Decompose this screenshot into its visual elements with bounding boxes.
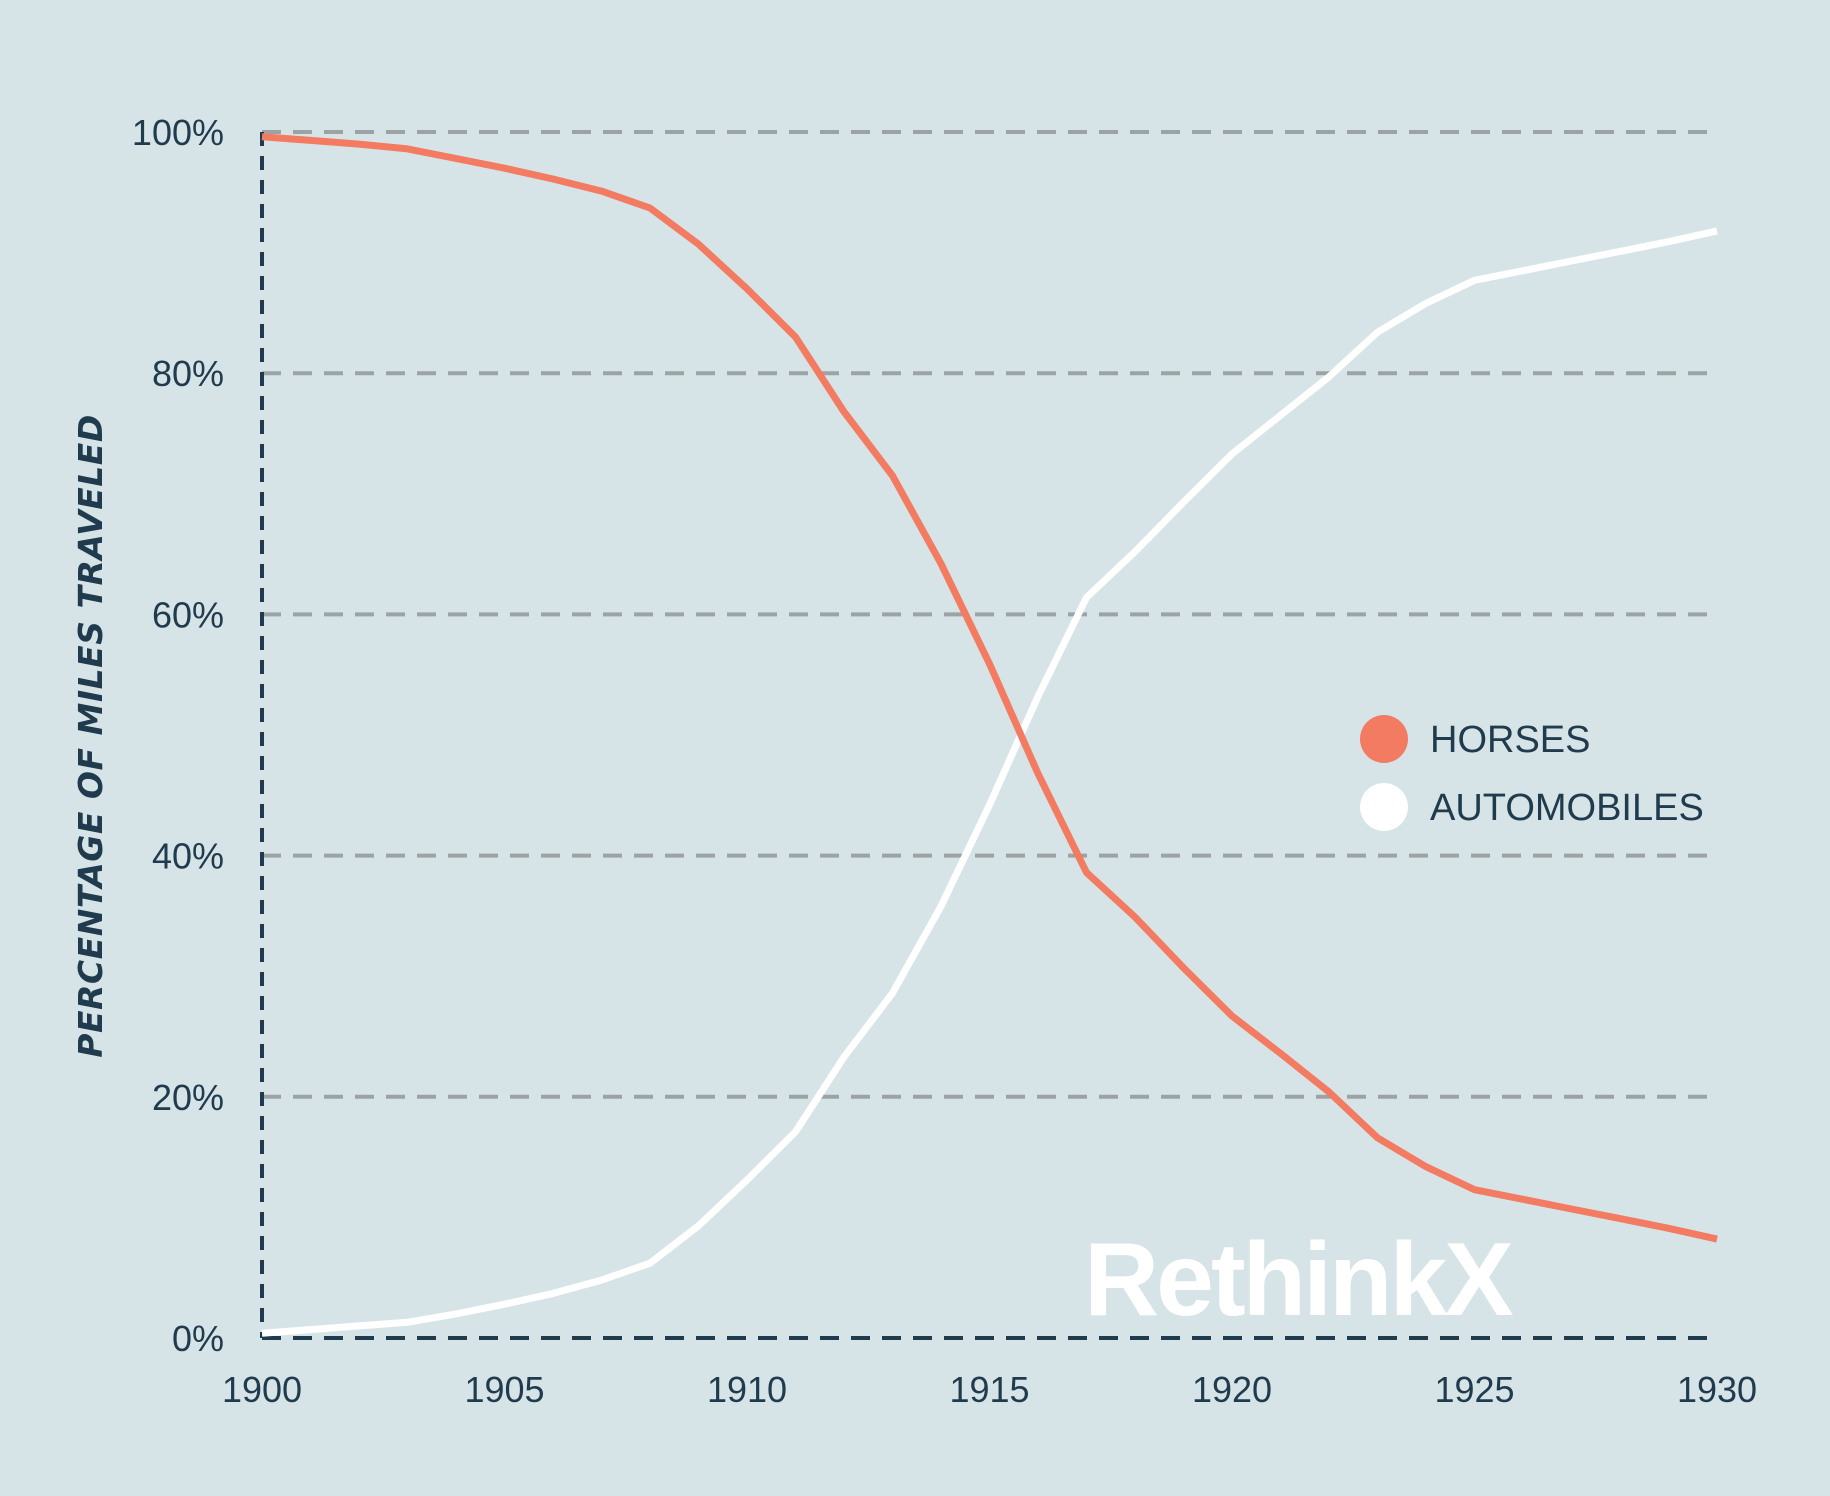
y-tick-label-4: 80% <box>152 353 224 394</box>
y-tick-label-3: 60% <box>152 594 224 635</box>
gridlines <box>262 130 1717 1099</box>
axes <box>260 132 1717 1340</box>
x-tick-label-0: 1900 <box>222 1369 302 1410</box>
y-tick-label-5: 100% <box>132 112 224 153</box>
y-tick-label-0: 0% <box>172 1318 224 1359</box>
series-line-horses <box>261 133 1718 1243</box>
x-tick-label-5: 1925 <box>1434 1369 1514 1410</box>
x-tick-label-3: 1915 <box>949 1369 1029 1410</box>
x-tick-label-6: 1930 <box>1677 1369 1757 1410</box>
watermark-text: RethinkX <box>1084 1222 1513 1338</box>
legend-horses-label: HORSES <box>1430 719 1590 761</box>
legend: HORSES AUTOMOBILES <box>1360 715 1704 831</box>
legend-automobiles-marker <box>1360 783 1408 831</box>
x-tick-label-2: 1910 <box>707 1369 787 1410</box>
y-axis-label: PERCENTAGE OF MILES TRAVELED <box>71 414 110 1057</box>
series <box>261 133 1718 1337</box>
x-tick-label-4: 1920 <box>1192 1369 1272 1410</box>
y-tick-label-1: 20% <box>152 1077 224 1118</box>
x-tick-label-1: 1905 <box>464 1369 544 1410</box>
legend-horses-marker <box>1360 715 1408 763</box>
legend-automobiles-label: AUTOMOBILES <box>1430 787 1704 829</box>
rethinkx-logo: RethinkX <box>1084 1222 1516 1338</box>
y-tick-labels: 0% 20% 40% 60% 80% 100% <box>132 112 224 1359</box>
x-tick-labels: 1900 1905 1910 1915 1920 1925 1930 <box>222 1369 1757 1410</box>
y-tick-label-2: 40% <box>152 836 224 877</box>
series-line-automobiles <box>261 227 1718 1337</box>
